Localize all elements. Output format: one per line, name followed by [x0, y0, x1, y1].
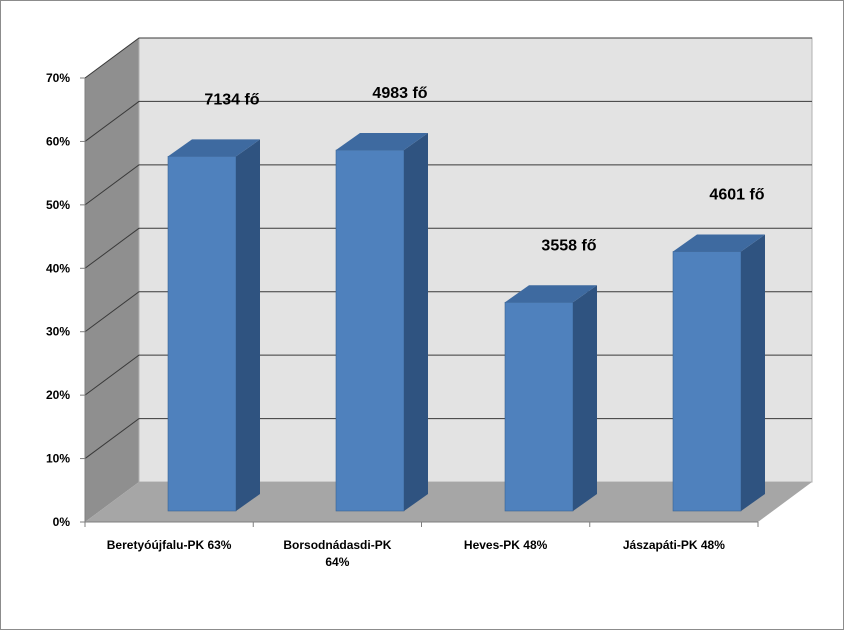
data-label: 7134 fő [204, 91, 259, 108]
bar-top [505, 285, 597, 303]
floor [85, 482, 812, 522]
gridline [84, 164, 812, 206]
x-tick-label: Heves-PK 48% [464, 538, 548, 552]
bar [672, 251, 742, 512]
gridline [84, 227, 812, 269]
gridline [84, 100, 812, 142]
y-tick-label: 10% [46, 452, 70, 466]
y-tick-label: 0% [53, 515, 71, 529]
bar-side [741, 234, 765, 512]
x-tick-label: Jászapáti-PK 48% [623, 538, 725, 552]
data-label: 3558 fő [541, 237, 596, 254]
data-label: 4983 fő [372, 85, 427, 102]
y-tick-label: 40% [46, 261, 70, 275]
bar [335, 149, 405, 512]
bar [167, 156, 237, 512]
x-tick-label: Beretyóújfalu-PK 63% [107, 538, 232, 552]
y-tick-label: 50% [46, 198, 70, 212]
x-tick-label: 64% [325, 555, 349, 569]
bar-side [404, 133, 428, 512]
bar-top [673, 234, 765, 252]
bar-top [168, 139, 260, 157]
y-tick-label: 20% [46, 388, 70, 402]
bar [504, 301, 574, 512]
bar-side [573, 285, 597, 511]
bar-top [336, 133, 428, 151]
bar-side [236, 139, 260, 511]
x-tick-label: Borsodnádasdi-PK [283, 538, 391, 552]
y-tick-label: 60% [46, 134, 70, 148]
y-tick-label: 30% [46, 325, 70, 339]
side-wall [85, 38, 139, 522]
data-label: 4601 fő [709, 187, 764, 204]
gridline [84, 37, 812, 79]
y-tick-label: 70% [46, 71, 70, 85]
